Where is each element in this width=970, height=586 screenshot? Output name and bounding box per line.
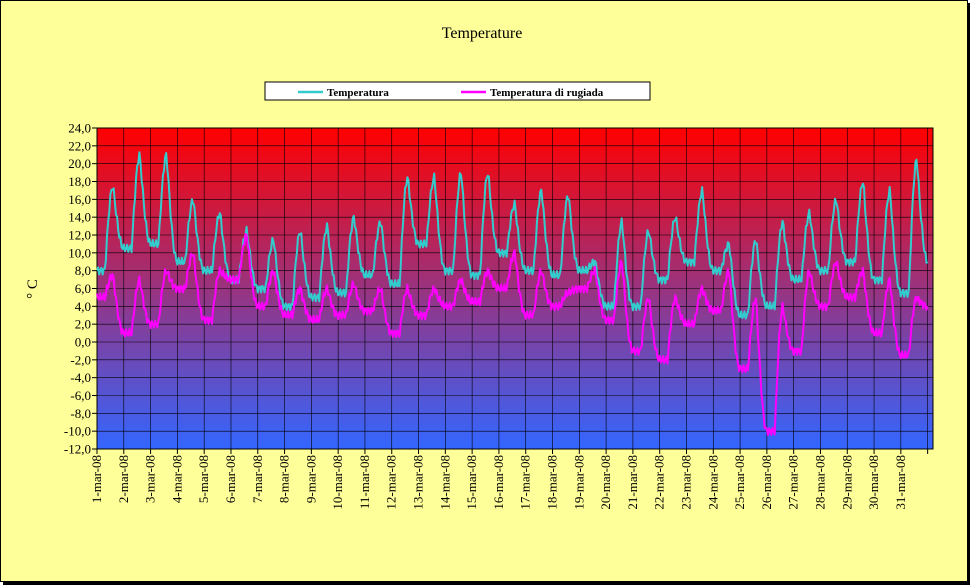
y-tick-label: 18,0	[68, 174, 91, 189]
x-tick-label: 16-mar-08	[491, 455, 506, 510]
x-tick-label: 18-mar-08	[545, 455, 560, 510]
x-tick-label: 2-mar-08	[116, 455, 131, 503]
y-tick-label: 14,0	[68, 210, 91, 225]
legend-box	[264, 81, 651, 101]
x-tick-label: 14-mar-08	[437, 455, 452, 510]
x-tick-label: 11-mar-08	[357, 455, 372, 509]
y-tick-label: 12,0	[68, 228, 91, 243]
y-tick-label: 4,0	[75, 299, 91, 314]
x-tick-label: 3-mar-08	[143, 455, 158, 503]
x-tick-label: 30-mar-08	[866, 455, 881, 510]
x-tick-label: 29-mar-08	[839, 455, 854, 510]
series-lines	[96, 151, 929, 437]
x-tick-label: 20-mar-08	[598, 455, 613, 510]
x-tick-label: 22-mar-08	[652, 455, 667, 510]
y-axis-ticks: 24,0 22,0 20,0 18,0 16,0 14,0 12,0 10,0 8,0 6,0 4,…	[64, 121, 97, 457]
x-tick-label: 4-mar-08	[169, 455, 184, 503]
series-line-temperatura	[96, 151, 929, 320]
x-tick-label: 21-mar-08	[625, 455, 640, 510]
x-tick-label: 9-mar-08	[303, 455, 318, 503]
y-tick-label: 24,0	[68, 121, 91, 136]
y-tick-label: 2,0	[75, 317, 91, 332]
x-tick-label: 13-mar-08	[411, 455, 426, 510]
legend-label-rugiada: Temperatura di rugiada	[490, 87, 604, 99]
y-tick-label: -2,0	[70, 352, 91, 367]
x-tick-label: 17-mar-08	[518, 455, 533, 510]
y-tick-label: -10,0	[64, 424, 91, 439]
y-tick-label: -4,0	[70, 370, 91, 385]
y-tick-label: -8,0	[70, 406, 91, 421]
x-tick-label: 8-mar-08	[277, 455, 292, 503]
x-tick-label: 23-mar-08	[678, 455, 693, 510]
y-tick-label: 10,0	[68, 245, 91, 260]
y-tick-label: 20,0	[68, 156, 91, 171]
x-tick-label: 27-mar-08	[786, 455, 801, 510]
x-tick-label: 7-mar-08	[250, 455, 265, 503]
x-tick-label: 28-mar-08	[812, 455, 827, 510]
y-tick-label: 0,0	[75, 335, 91, 350]
y-tick-label: -12,0	[64, 442, 91, 457]
x-tick-label: 10-mar-08	[330, 455, 345, 510]
x-tick-label: 15-mar-08	[464, 455, 479, 510]
x-axis-ticks: 1-mar-08 2-mar-08 3-mar-08 4-mar-08 5-mar-08…	[89, 449, 929, 510]
x-tick-label: 6-mar-08	[223, 455, 238, 503]
x-tick-label: 19-mar-08	[571, 455, 586, 510]
x-tick-label: 26-mar-08	[759, 455, 774, 510]
y-tick-label: 16,0	[68, 192, 91, 207]
x-tick-label: 25-mar-08	[732, 455, 747, 510]
x-tick-label: 5-mar-08	[196, 455, 211, 503]
series-line-rugiada	[96, 233, 929, 437]
y-tick-label: 6,0	[75, 281, 91, 296]
y-axis-label: ° C	[25, 279, 41, 299]
y-tick-label: -6,0	[70, 388, 91, 403]
x-tick-label: 1-mar-08	[89, 455, 104, 503]
y-tick-label: 22,0	[68, 138, 91, 153]
x-tick-label: 12-mar-08	[384, 455, 399, 510]
chart-title: Temperature	[442, 25, 523, 42]
x-tick-label: 31-mar-08	[893, 455, 908, 510]
x-tick-label: 24-mar-08	[705, 455, 720, 510]
legend: Temperatura Temperatura di rugiada	[264, 81, 651, 101]
y-tick-label: 8,0	[75, 263, 91, 278]
legend-label-temperatura: Temperatura	[327, 87, 389, 99]
